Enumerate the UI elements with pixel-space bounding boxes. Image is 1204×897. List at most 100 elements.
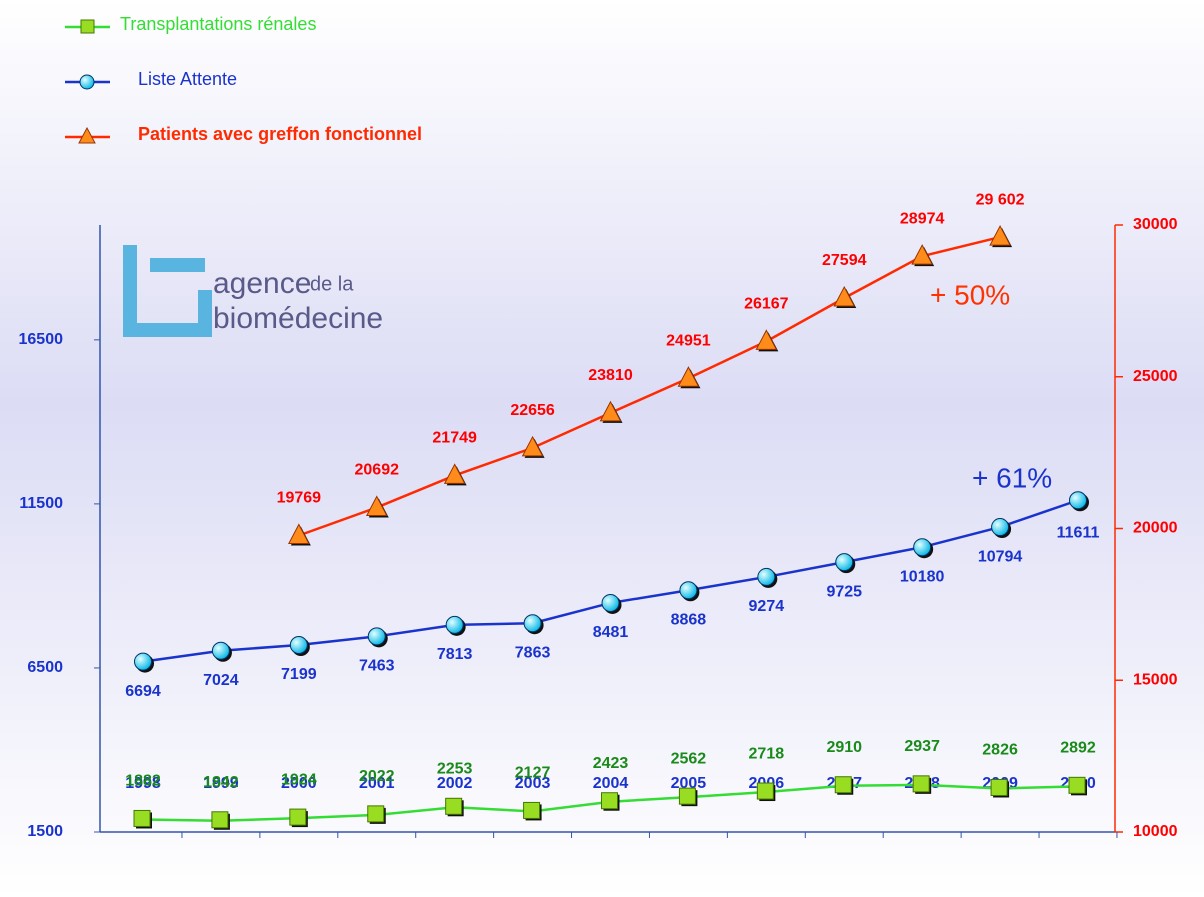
data-label: 26167 xyxy=(744,296,789,313)
legend-label: Transplantations rénales xyxy=(120,14,316,34)
data-label: 7199 xyxy=(281,666,317,683)
data-label: 7863 xyxy=(515,644,551,661)
y2-tick-label: 20000 xyxy=(1133,520,1178,537)
data-point xyxy=(289,808,307,826)
data-point xyxy=(365,495,388,516)
y-tick-label: 6500 xyxy=(27,659,63,676)
data-point xyxy=(599,400,622,422)
x-tick-label: 2000 xyxy=(281,775,317,792)
data-label: 2423 xyxy=(593,755,629,772)
logo-text: biomédecine xyxy=(213,302,383,335)
data-label: 2253 xyxy=(437,761,473,778)
x-tick-label: 2002 xyxy=(437,775,473,792)
x-tick-label: 2004 xyxy=(593,775,629,792)
x-tick-label: 1999 xyxy=(203,775,239,792)
data-point xyxy=(990,778,1008,796)
data-point xyxy=(989,225,1011,246)
y-tick-label: 11500 xyxy=(19,495,63,512)
data-label: 29 602 xyxy=(976,191,1025,208)
data-point xyxy=(756,782,774,800)
data-label: 7813 xyxy=(437,646,473,663)
x-tick-label: 1998 xyxy=(125,775,161,792)
data-point xyxy=(523,614,542,633)
data-label: 6694 xyxy=(125,683,161,700)
data-point xyxy=(991,518,1010,537)
legend-label: Liste Attente xyxy=(138,69,237,89)
y2-tick-label: 10000 xyxy=(1133,823,1178,840)
data-point xyxy=(288,523,310,545)
data-label: 27594 xyxy=(822,252,867,269)
data-label: 7463 xyxy=(359,658,395,675)
data-label: 22656 xyxy=(510,402,555,419)
data-label: 28974 xyxy=(900,210,945,227)
data-label: 19769 xyxy=(277,490,322,507)
data-label: 11611 xyxy=(1057,524,1100,541)
data-label: 2892 xyxy=(1060,740,1096,757)
data-point xyxy=(912,775,930,793)
data-label: 8868 xyxy=(671,611,707,628)
data-point xyxy=(289,636,308,655)
data-label: 21749 xyxy=(432,430,477,447)
data-point xyxy=(834,776,852,794)
legend-label: Patients avec greffon fonctionnel xyxy=(138,124,422,144)
data-point xyxy=(677,366,700,387)
data-label: 2826 xyxy=(982,742,1018,759)
data-point xyxy=(1069,491,1087,510)
data-label: 20692 xyxy=(355,462,400,479)
data-point xyxy=(755,329,778,350)
series-line xyxy=(298,235,1001,537)
data-label: 1924 xyxy=(281,771,317,788)
data-point xyxy=(367,805,385,823)
data-point xyxy=(913,538,932,557)
data-point xyxy=(678,787,696,805)
y2-tick-label: 15000 xyxy=(1133,671,1178,688)
data-point xyxy=(133,809,151,827)
y-tick-label: 16500 xyxy=(19,331,64,348)
y2-tick-label: 30000 xyxy=(1133,216,1178,233)
data-label: 10794 xyxy=(978,548,1023,565)
legend-marker xyxy=(79,74,95,90)
data-label: 2562 xyxy=(671,750,707,767)
data-label: 10180 xyxy=(900,568,945,585)
data-point xyxy=(835,553,854,572)
annotation: + 61% xyxy=(972,462,1052,493)
x-tick-label: 2001 xyxy=(359,775,395,792)
logo-shape xyxy=(123,245,212,337)
data-label: 2937 xyxy=(904,738,940,755)
data-label: 1842 xyxy=(203,774,239,791)
data-label: 23810 xyxy=(588,367,633,384)
logo-text: de la xyxy=(310,273,354,295)
annotation: + 50% xyxy=(930,279,1010,310)
data-point xyxy=(211,641,230,660)
data-point xyxy=(134,652,152,671)
data-label: 2127 xyxy=(515,765,551,782)
y-tick-label: 1500 xyxy=(27,823,63,840)
data-label: 1882 xyxy=(125,773,161,790)
data-point xyxy=(367,627,386,646)
y2-tick-label: 25000 xyxy=(1133,368,1178,385)
data-point xyxy=(521,435,544,457)
data-point xyxy=(911,244,933,265)
data-point xyxy=(679,581,698,600)
logo: agence de la biomédecine xyxy=(123,245,383,337)
data-point xyxy=(601,593,620,612)
data-point xyxy=(1068,776,1086,794)
data-point xyxy=(445,797,463,815)
data-point xyxy=(757,567,776,586)
data-point xyxy=(601,792,618,810)
data-label: 8481 xyxy=(593,624,629,641)
data-label: 2910 xyxy=(826,739,862,756)
data-label: 2718 xyxy=(749,745,785,762)
data-label: 2022 xyxy=(359,768,395,785)
data-label: 24951 xyxy=(666,332,711,349)
data-label: 7024 xyxy=(203,672,239,689)
data-point xyxy=(211,811,229,829)
data-label: 9725 xyxy=(826,583,862,600)
data-point xyxy=(443,463,466,484)
logo-text: agence xyxy=(213,267,311,300)
legend-marker xyxy=(78,126,96,144)
x-tick-label: 2003 xyxy=(515,775,551,792)
data-point xyxy=(445,615,464,634)
